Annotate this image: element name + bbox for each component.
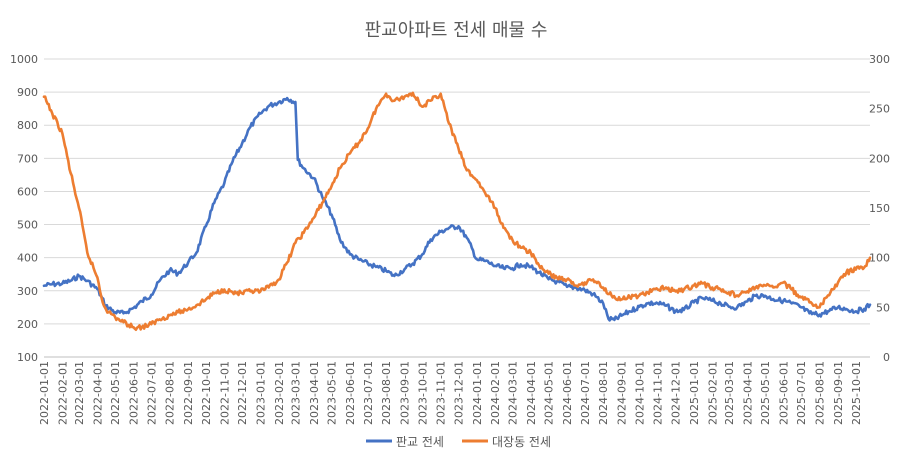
y-left-tick-label: 200 bbox=[17, 318, 38, 331]
x-tick-label: 2022-12-01 bbox=[236, 361, 249, 425]
gridlines bbox=[44, 58, 870, 358]
legend-item-pangyo: 판교 전세 bbox=[366, 435, 444, 449]
x-tick-label: 2024-11-01 bbox=[652, 361, 665, 425]
chart-title: 판교아파트 전세 매물 수 bbox=[365, 20, 548, 41]
y-left-tick-label: 500 bbox=[17, 219, 38, 232]
y-left-tick-label: 300 bbox=[17, 285, 38, 298]
x-tick-label: 2022-04-01 bbox=[91, 361, 104, 425]
x-tick-label: 2023-02-01 bbox=[273, 361, 286, 425]
x-tick-label: 2023-03-01 bbox=[289, 361, 302, 425]
x-tick-label: 2025-06-01 bbox=[777, 361, 790, 425]
x-tick-label: 2022-03-01 bbox=[73, 361, 86, 425]
x-tick-label: 2024-02-01 bbox=[489, 361, 502, 425]
x-tick-label: 2025-05-01 bbox=[759, 361, 772, 425]
x-tick-label: 2025-03-01 bbox=[723, 361, 736, 425]
y-axis-right: 0 50 100 150 200 250 300 bbox=[869, 53, 890, 364]
x-tick-label: 2025-07-01 bbox=[795, 361, 808, 425]
x-tick-label: 2023-06-01 bbox=[344, 361, 357, 425]
y-axis-left: 100 200 300 400 500 600 700 800 900 1000 bbox=[10, 53, 38, 364]
y-left-tick-label: 800 bbox=[17, 119, 38, 132]
y-right-tick-label: 0 bbox=[883, 351, 890, 364]
x-tick-label: 2023-04-01 bbox=[308, 361, 321, 425]
y-left-tick-label: 400 bbox=[17, 252, 38, 265]
x-tick-label: 2023-05-01 bbox=[326, 361, 339, 425]
series-line-daejang bbox=[42, 91, 872, 331]
x-tick-label: 2023-09-01 bbox=[399, 361, 412, 425]
x-tick-label: 2022-02-01 bbox=[56, 361, 69, 425]
x-tick-label: 2023-01-01 bbox=[254, 361, 267, 425]
x-tick-label: 2023-10-01 bbox=[416, 361, 429, 425]
x-tick-label: 2024-10-01 bbox=[633, 361, 646, 425]
y-right-tick-label: 300 bbox=[869, 53, 890, 66]
y-left-tick-label: 700 bbox=[17, 152, 38, 165]
series-layer bbox=[42, 91, 872, 331]
y-right-tick-label: 200 bbox=[869, 152, 890, 165]
x-tick-label: 2022-07-01 bbox=[145, 361, 158, 425]
x-tick-label: 2024-03-01 bbox=[506, 361, 519, 425]
x-tick-label: 2024-05-01 bbox=[543, 361, 556, 425]
y-left-tick-label: 100 bbox=[17, 351, 38, 364]
x-tick-label: 2024-08-01 bbox=[597, 361, 610, 425]
legend-item-daejang: 대장동 전세 bbox=[462, 435, 551, 449]
y-left-tick-label: 600 bbox=[17, 185, 38, 198]
legend-label-pangyo: 판교 전세 bbox=[396, 435, 444, 449]
x-tick-label: 2022-08-01 bbox=[164, 361, 177, 425]
x-tick-label: 2023-08-01 bbox=[380, 361, 393, 425]
x-tick-label: 2022-11-01 bbox=[218, 361, 231, 425]
x-tick-label: 2024-06-01 bbox=[561, 361, 574, 425]
x-tick-label: 2025-09-01 bbox=[832, 361, 845, 425]
x-tick-label: 2024-07-01 bbox=[579, 361, 592, 425]
x-tick-label: 2024-04-01 bbox=[525, 361, 538, 425]
x-tick-label: 2025-10-01 bbox=[850, 361, 863, 425]
x-tick-label: 2025-04-01 bbox=[741, 361, 754, 425]
x-tick-label: 2022-01-01 bbox=[38, 361, 51, 425]
x-tick-label: 2025-02-01 bbox=[706, 361, 719, 425]
x-tick-label: 2022-06-01 bbox=[128, 361, 141, 425]
x-tick-label: 2022-05-01 bbox=[109, 361, 122, 425]
legend-label-daejang: 대장동 전세 bbox=[492, 435, 551, 449]
y-left-tick-label: 1000 bbox=[10, 53, 38, 66]
y-right-tick-label: 50 bbox=[876, 301, 890, 314]
x-tick-label: 2023-07-01 bbox=[362, 361, 375, 425]
x-tick-label: 2025-01-01 bbox=[688, 361, 701, 425]
y-right-tick-label: 100 bbox=[869, 252, 890, 265]
y-right-tick-label: 150 bbox=[869, 202, 890, 215]
legend: 판교 전세 대장동 전세 bbox=[366, 435, 551, 449]
y-right-tick-label: 250 bbox=[869, 103, 890, 116]
x-tick-label: 2023-11-01 bbox=[435, 361, 448, 425]
x-tick-label: 2024-09-01 bbox=[616, 361, 629, 425]
x-tick-label: 2022-10-01 bbox=[200, 361, 213, 425]
x-axis: 2022-01-01 2022-02-01 2022-03-01 2022-04-01… bbox=[38, 356, 870, 425]
x-tick-label: 2024-01-01 bbox=[471, 361, 484, 425]
x-tick-label: 2025-08-01 bbox=[814, 361, 827, 425]
x-tick-label: 2023-12-01 bbox=[452, 361, 465, 425]
x-tick-label: 2024-12-01 bbox=[670, 361, 683, 425]
y-left-tick-label: 900 bbox=[17, 86, 38, 99]
x-tick-label: 2022-09-01 bbox=[182, 361, 195, 425]
series-line-pangyo bbox=[42, 96, 872, 322]
